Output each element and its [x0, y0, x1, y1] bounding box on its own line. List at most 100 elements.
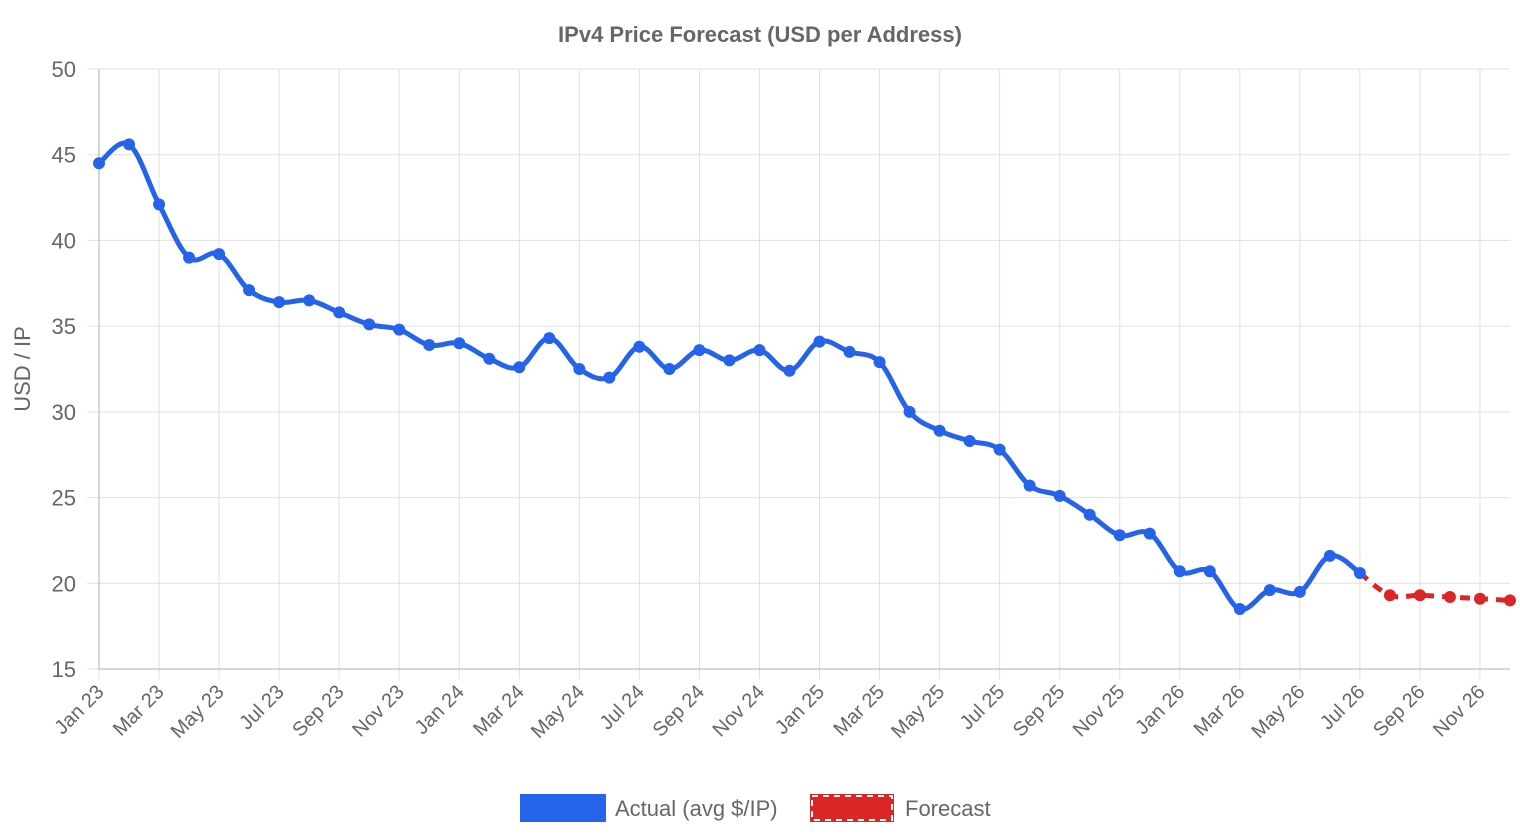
data-point[interactable]: [1173, 565, 1186, 578]
data-point[interactable]: [363, 318, 376, 331]
data-point[interactable]: [453, 337, 466, 350]
y-tick-label: 20: [52, 571, 76, 596]
x-tick-label: Jul 23: [235, 681, 288, 734]
data-point[interactable]: [153, 198, 166, 211]
data-point[interactable]: [933, 424, 946, 437]
data-point[interactable]: [1263, 584, 1276, 597]
x-tick-label: Jan 25: [771, 681, 829, 739]
y-axis-title: USD / IP: [10, 326, 35, 412]
data-point[interactable]: [303, 294, 316, 307]
data-point[interactable]: [603, 371, 616, 384]
legend-swatch: [810, 794, 894, 822]
data-point[interactable]: [1233, 603, 1246, 615]
data-point[interactable]: [813, 335, 826, 348]
data-point[interactable]: [393, 323, 406, 336]
x-tick-label: May 24: [527, 681, 589, 743]
data-point[interactable]: [1203, 565, 1216, 578]
x-tick-label: May 26: [1247, 681, 1309, 743]
x-tick-label: Sep 24: [649, 681, 709, 741]
data-point[interactable]: [1473, 592, 1486, 605]
y-tick-label: 25: [52, 486, 76, 511]
data-point[interactable]: [573, 363, 586, 375]
axes: [98, 69, 1510, 670]
legend-item-actual[interactable]: Actual (avg $/IP): [520, 794, 778, 822]
data-point[interactable]: [1353, 567, 1366, 579]
data-point[interactable]: [333, 306, 346, 319]
x-tick-label: May 23: [167, 681, 229, 743]
data-point[interactable]: [93, 157, 105, 170]
data-point[interactable]: [723, 354, 736, 367]
x-tick-label: Nov 25: [1069, 681, 1129, 741]
legend-label: Forecast: [905, 796, 991, 821]
data-point[interactable]: [843, 345, 856, 358]
legend[interactable]: Actual (avg $/IP) Forecast: [520, 794, 991, 822]
series-line: [1358, 570, 1511, 603]
x-tick-label: Nov 23: [348, 681, 408, 741]
data-point[interactable]: [783, 364, 796, 377]
data-point[interactable]: [1504, 594, 1516, 607]
legend-swatch: [520, 794, 606, 822]
x-tick-label: Jul 24: [596, 681, 649, 734]
data-point[interactable]: [213, 248, 226, 261]
x-tick-label: Jan 23: [51, 681, 109, 739]
x-tick-label: Jan 24: [411, 681, 469, 739]
data-point[interactable]: [273, 296, 286, 309]
data-point[interactable]: [1413, 589, 1426, 602]
data-point[interactable]: [753, 344, 766, 357]
data-point[interactable]: [1083, 508, 1096, 521]
x-tick-label: Mar 23: [109, 681, 169, 741]
x-tick-label: Jul 26: [1316, 681, 1369, 734]
x-tick-label: Mar 25: [830, 681, 890, 741]
legend-item-forecast[interactable]: Forecast: [810, 794, 991, 822]
data-point[interactable]: [663, 363, 676, 375]
data-point[interactable]: [513, 361, 526, 374]
series-line: [96, 140, 1363, 612]
y-tick-label: 35: [52, 314, 76, 339]
data-point[interactable]: [633, 340, 646, 353]
x-tick-label: Mar 26: [1190, 681, 1250, 741]
data-point[interactable]: [123, 138, 136, 151]
data-point[interactable]: [483, 352, 496, 365]
data-point[interactable]: [1113, 529, 1126, 542]
x-tick-label: Nov 24: [709, 681, 769, 741]
x-tick-label: Jan 26: [1131, 681, 1189, 739]
x-tick-label: Jul 25: [956, 681, 1009, 734]
y-tick-label: 30: [52, 400, 76, 425]
x-tick-label: Mar 24: [469, 681, 529, 741]
x-tick-label: Nov 26: [1429, 681, 1489, 741]
data-point[interactable]: [1053, 489, 1066, 502]
data-point[interactable]: [693, 344, 706, 357]
data-point[interactable]: [873, 356, 886, 369]
series-layer: [93, 138, 1516, 615]
data-point[interactable]: [243, 284, 256, 297]
x-tick-label: Sep 23: [288, 681, 348, 741]
legend-swatch-dash: [811, 795, 893, 821]
data-point[interactable]: [1443, 591, 1456, 603]
series-actual: [93, 138, 1366, 615]
data-point[interactable]: [1293, 585, 1306, 598]
data-point[interactable]: [1383, 589, 1396, 602]
series-forecast: [1358, 570, 1516, 607]
data-point[interactable]: [1023, 479, 1036, 492]
data-point[interactable]: [903, 405, 916, 418]
gridlines: [87, 68, 1510, 679]
data-point[interactable]: [543, 332, 556, 345]
chart-title: IPv4 Price Forecast (USD per Address): [558, 22, 962, 47]
y-tick-label: 15: [52, 657, 76, 682]
data-point[interactable]: [993, 443, 1006, 456]
x-tick-label: May 25: [887, 681, 949, 743]
x-tick-label: Sep 26: [1369, 681, 1429, 741]
y-tick-label: 40: [52, 228, 76, 253]
legend-label: Actual (avg $/IP): [615, 796, 778, 821]
data-point[interactable]: [1143, 527, 1156, 540]
data-point[interactable]: [1323, 549, 1336, 562]
y-tick-label: 45: [52, 143, 76, 168]
data-point[interactable]: [183, 251, 196, 264]
y-axis-ticks: 15 20 25 30 35 40 45 50: [52, 57, 76, 682]
x-tick-label: Sep 25: [1009, 681, 1069, 741]
y-tick-label: 50: [52, 57, 76, 82]
data-point[interactable]: [423, 339, 436, 351]
data-point[interactable]: [963, 435, 976, 447]
